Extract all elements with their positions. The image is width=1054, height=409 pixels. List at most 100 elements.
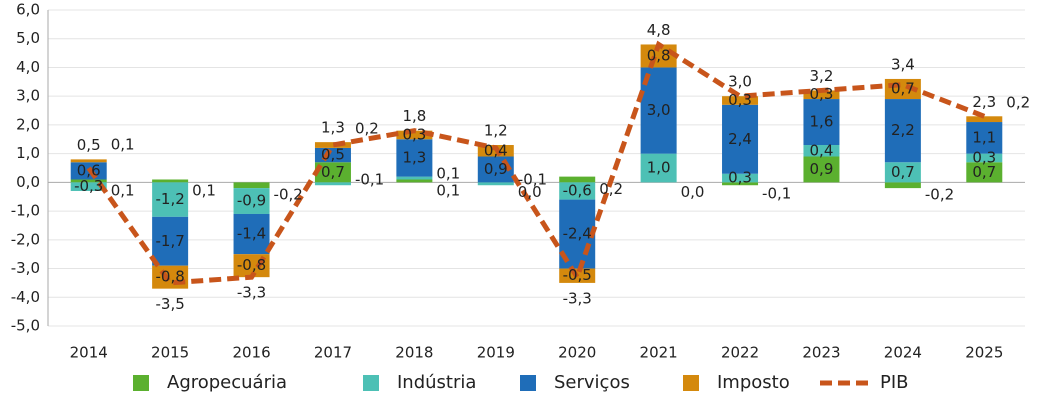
data-label: -0,6 — [563, 181, 592, 199]
legend-swatch — [363, 375, 379, 391]
x-tick-label: 2023 — [802, 344, 840, 362]
data-label: 0,6 — [77, 161, 101, 179]
data-label: -0,2 — [925, 186, 954, 204]
legend-swatch — [133, 375, 149, 391]
data-label: 0,2 — [355, 120, 379, 138]
data-label: 3,2 — [810, 67, 834, 85]
legend-label: Agropecuária — [167, 372, 287, 393]
x-tick-label: 2016 — [232, 344, 270, 362]
data-label: 0,1 — [436, 181, 460, 199]
data-label: 0,5 — [321, 146, 345, 164]
x-tick-label: 2020 — [558, 344, 596, 362]
bar-segment — [722, 104, 759, 174]
bar-segment — [314, 182, 351, 186]
bar-segment — [966, 116, 1003, 123]
bar-segment — [314, 142, 351, 148]
data-label: -3,3 — [237, 284, 266, 302]
y-tick-label: 4,0 — [16, 58, 40, 76]
bar-segment — [233, 213, 270, 255]
data-label: -2,4 — [563, 225, 592, 243]
data-label: 0,7 — [891, 163, 915, 181]
legend-label: PIB — [880, 372, 909, 393]
data-label: 0,5 — [77, 136, 101, 154]
bar-segment — [396, 179, 433, 183]
legend-label: Serviços — [554, 372, 630, 393]
data-label: 0,4 — [484, 141, 508, 159]
data-label: 1,6 — [810, 113, 834, 131]
data-label: -1,4 — [237, 225, 266, 243]
bar-segment — [396, 139, 433, 177]
data-label: 1,0 — [647, 159, 671, 177]
data-label: -0,1 — [518, 170, 547, 188]
bar-segment — [640, 44, 677, 68]
data-label: 1,3 — [321, 119, 345, 137]
data-label: 0,3 — [402, 125, 426, 143]
data-label: 0,3 — [810, 85, 834, 103]
data-label: 0,3 — [972, 148, 996, 166]
line-series — [86, 40, 986, 286]
bar-segment — [884, 162, 921, 183]
data-label: 0,1 — [111, 181, 135, 199]
bar-segment — [396, 176, 433, 180]
data-label: 3,0 — [647, 101, 671, 119]
bar-segment — [559, 182, 596, 200]
data-label: -3,5 — [155, 295, 184, 313]
legend-swatch — [683, 375, 699, 391]
x-tick-label: 2014 — [70, 344, 108, 362]
data-label: -1,2 — [155, 190, 184, 208]
bar-segment — [722, 182, 759, 186]
bar-segment — [152, 216, 189, 266]
data-label: -1,7 — [155, 232, 184, 250]
bar-segment — [477, 182, 514, 186]
data-label: -0,8 — [237, 256, 266, 274]
data-label: 0,7 — [321, 163, 345, 181]
data-label: -3,3 — [563, 289, 592, 307]
data-label: 0,1 — [111, 135, 135, 153]
data-label: 2,4 — [728, 130, 752, 148]
data-label: 0,8 — [647, 46, 671, 64]
data-label: 0,4 — [810, 141, 834, 159]
bar-segment — [70, 159, 107, 163]
bar-segment — [803, 90, 840, 100]
bar-segment — [233, 182, 270, 189]
x-tick-label: 2018 — [395, 344, 433, 362]
y-tick-label: 5,0 — [16, 29, 40, 47]
bar-segment — [559, 176, 596, 183]
bar-segment — [314, 162, 351, 183]
y-tick-label: -3,0 — [11, 259, 40, 277]
data-label: 2,2 — [891, 121, 915, 139]
x-tick-label: 2019 — [477, 344, 515, 362]
y-tick-label: 1,0 — [16, 144, 40, 162]
x-tick-label: 2025 — [965, 344, 1003, 362]
y-tick-label: -5,0 — [11, 317, 40, 335]
data-label: 0,0 — [681, 183, 705, 201]
bar-segment — [884, 182, 921, 189]
data-label: 3,4 — [891, 55, 915, 73]
x-tick-label: 2021 — [640, 344, 678, 362]
bar-segment — [966, 162, 1003, 183]
data-label: 0,1 — [436, 165, 460, 183]
bar-segment — [722, 96, 759, 105]
x-tick-label: 2024 — [884, 344, 922, 362]
data-label: -0,3 — [74, 177, 103, 195]
x-tick-label: 2015 — [151, 344, 189, 362]
y-tick-label: -1,0 — [11, 202, 40, 220]
data-label: 0,0 — [518, 183, 542, 201]
bar-segment — [966, 122, 1003, 154]
data-label: 2,3 — [972, 93, 996, 111]
bar-segment — [233, 188, 270, 214]
data-label: 0,9 — [810, 160, 834, 178]
bar-segment — [640, 153, 677, 183]
y-tick-label: -4,0 — [11, 288, 40, 306]
bar-segment — [803, 156, 840, 183]
data-label: 0,9 — [484, 160, 508, 178]
data-label: 0,2 — [599, 180, 623, 198]
data-label: 0,7 — [972, 163, 996, 181]
bar-segment — [70, 182, 107, 191]
legend-label: Indústria — [397, 372, 476, 393]
data-label: -0,1 — [762, 184, 791, 202]
data-label: 0,2 — [1006, 94, 1030, 112]
data-label: 1,2 — [484, 122, 508, 140]
bar-segment — [152, 179, 189, 183]
